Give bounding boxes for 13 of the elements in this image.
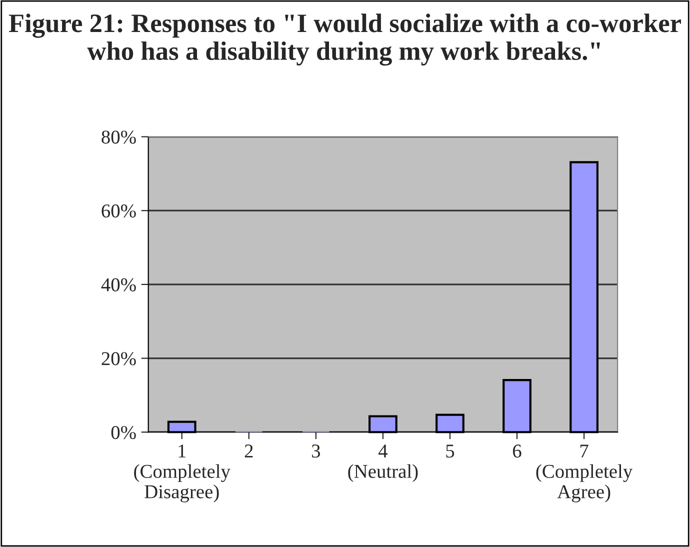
x-tick-label: 3 xyxy=(312,444,320,458)
x-tick-label: 4 (Neutral) xyxy=(348,444,418,482)
x-tick-label: 2 xyxy=(244,444,253,458)
y-tick-label: 80% xyxy=(102,130,136,144)
x-tick-label: 5 xyxy=(446,444,454,458)
y-tick-label: 20% xyxy=(102,352,136,366)
y-tick-label: 40% xyxy=(101,278,136,292)
chart-title: Figure 21: Responses to "I would socialize with a co-worker who has a disability during my work breaks." xyxy=(8,14,681,66)
x-tick-label: 7 (Completely Agree) xyxy=(536,444,633,502)
y-tick-label: 0% xyxy=(111,426,136,440)
x-tick-label: 1 (Completely Disagree) xyxy=(134,444,230,502)
y-tick-label: 60% xyxy=(102,204,136,218)
x-tick-label: 6 xyxy=(512,444,522,458)
